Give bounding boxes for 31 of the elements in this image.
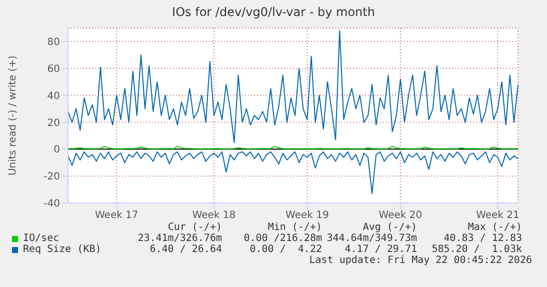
text: 4.17 / 29.71 [344, 244, 417, 255]
text: Max (-/+) [466, 222, 522, 233]
y-tick-label: 80 [47, 37, 60, 48]
line-series [68, 151, 518, 194]
x-tick-label: Week 18 [192, 210, 236, 222]
chart-title: IOs for /dev/vg0/lv-var - by month [171, 5, 376, 19]
x-tick-label: Week 21 [476, 210, 520, 222]
line-series [68, 30, 518, 143]
text: 6.40 / 26.64 [148, 244, 222, 255]
text: 0.00 /216.28m [242, 233, 322, 244]
y-axis-title: Units read (-) / write (+) [8, 55, 19, 176]
y-tick-label: 40 [47, 90, 60, 102]
text: 23.41m/326.76m [136, 233, 222, 244]
y-tick-label: 60 [47, 64, 60, 75]
text: 0.00 / 4.22 [248, 244, 322, 255]
text: 585.20 / 1.03k [430, 244, 522, 255]
y-tick-label: 20 [47, 118, 60, 129]
x-tick-label: Week 20 [378, 210, 422, 222]
text: Min (-/+) [266, 222, 322, 233]
x-tick-label: Week 19 [286, 210, 329, 222]
text: Cur (-/+) [166, 222, 222, 233]
text: 344.64m/349.73m [326, 233, 417, 244]
y-tick-label: -40 [44, 198, 60, 210]
text: Avg (-/+) [362, 222, 417, 233]
legend-label: Req Size (KB) [23, 244, 102, 255]
text: Last update: Fri May 22 00:45:22 2026 [308, 255, 532, 266]
text: 40.83 / 12.83 [442, 233, 522, 244]
y-tick-label: 0 [54, 144, 60, 156]
legend-label: IO/sec [23, 233, 60, 244]
y-tick-label: -20 [44, 172, 60, 183]
x-tick-label: Week 17 [94, 210, 138, 222]
